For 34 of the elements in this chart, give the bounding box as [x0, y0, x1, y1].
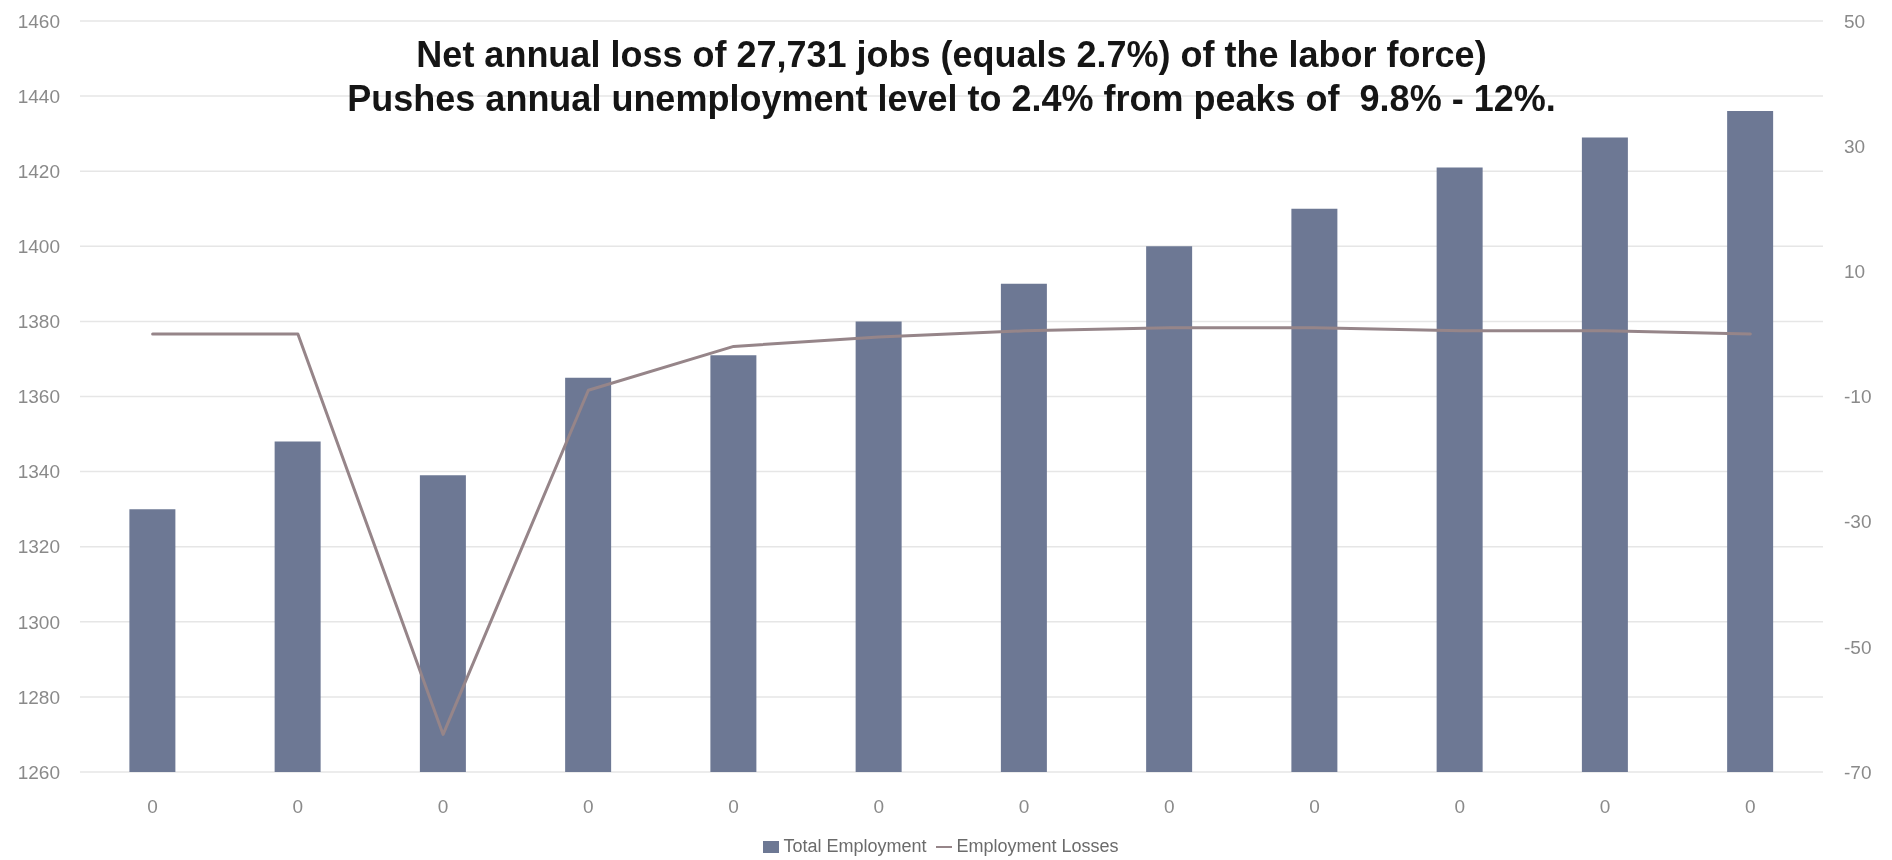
- y-tick-label: 1300: [17, 611, 60, 633]
- x-tick-label: 0: [437, 796, 449, 818]
- legend-label: Total Employment: [783, 836, 927, 856]
- x-tick-label: 0: [1018, 796, 1030, 818]
- y-tick-label: 1380: [17, 311, 60, 333]
- y2-tick-label: -50: [1844, 636, 1872, 658]
- y-tick-label: 1420: [17, 160, 60, 182]
- y-tick-label: 1440: [17, 85, 60, 107]
- y2-tick-label: -30: [1844, 511, 1872, 533]
- x-tick-label: 0: [728, 796, 739, 818]
- x-tick-label: 0: [292, 796, 304, 818]
- x-tick-label: 0: [1309, 796, 1320, 818]
- x-tick-label: 0: [583, 796, 594, 818]
- y2-tick-label: -70: [1844, 761, 1872, 783]
- x-tick-label: 0: [1745, 796, 1756, 818]
- y2-tick-label: 50: [1844, 10, 1866, 32]
- x-tick-label: 0: [1164, 796, 1175, 818]
- y-tick-label: 1340: [17, 461, 60, 483]
- text: Net annual loss of 27,731 jobs (equals 2.7%) of the labor force) Pushes annual unemployment level to 2.4% from peaks of 9.8% - 12%.: [346, 33, 1557, 121]
- y-tick-label: 1320: [17, 536, 60, 558]
- x-tick-label: 0: [1454, 796, 1466, 818]
- y2-tick-label: 30: [1844, 135, 1866, 157]
- x-tick-label: 0: [147, 796, 158, 818]
- y2-tick-label: 10: [1844, 261, 1866, 283]
- x-tick-label: 0: [1599, 796, 1611, 818]
- y-tick-label: 1260: [17, 761, 60, 783]
- y-tick-label: 1360: [17, 386, 60, 408]
- y-tick-label: 1400: [17, 236, 60, 258]
- y-tick-label: 1280: [17, 686, 60, 708]
- y-tick-label: 1460: [17, 10, 60, 32]
- line-series: [151, 326, 1752, 736]
- x-tick-label: 0: [873, 796, 885, 818]
- y2-tick-label: -10: [1844, 386, 1872, 408]
- legend-label: Employment Losses: [956, 836, 1119, 856]
